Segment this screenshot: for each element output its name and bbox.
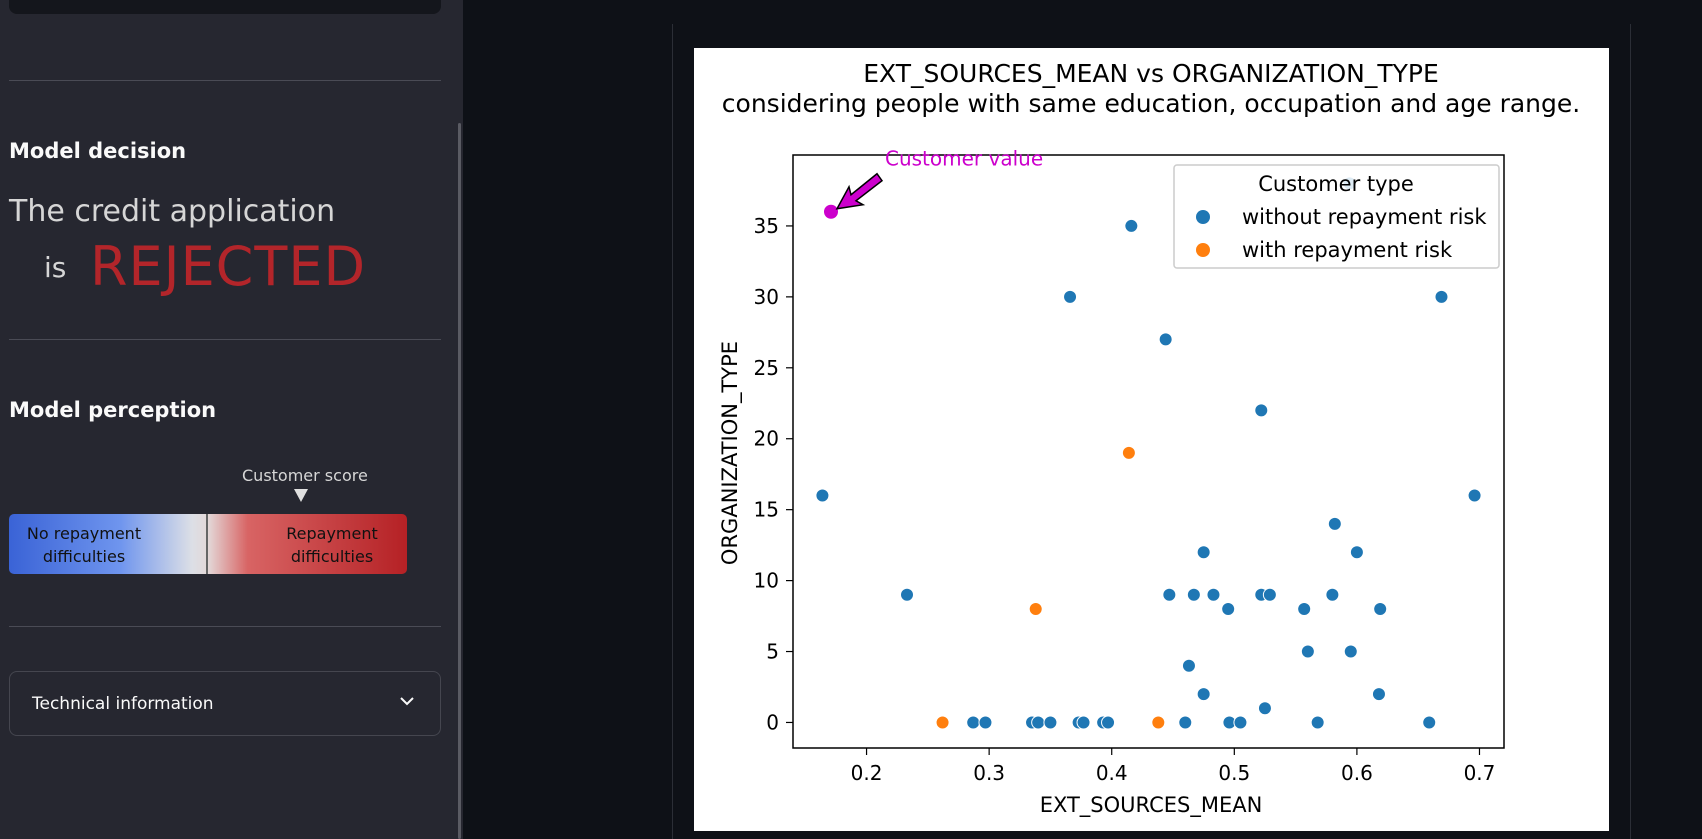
point-without-risk [1186, 587, 1201, 602]
gauge-right-label-line1: Repayment [286, 524, 378, 543]
chart-legend: Customer type without repayment risk wit… [1173, 164, 1500, 269]
point-without-risk [1221, 601, 1236, 616]
sidebar-top-widget [9, 0, 441, 14]
x-tick-label: 0.2 [851, 761, 883, 785]
point-without-risk [1162, 587, 1177, 602]
gauge-left-label-line2: difficulties [42, 547, 126, 566]
chart-svg: EXT_SOURCES_MEAN vs ORGANIZATION_TYPE co… [718, 59, 1580, 818]
x-tick-label: 0.3 [973, 761, 1005, 785]
legend-title: Customer type [1258, 172, 1414, 196]
point-with-risk [935, 715, 950, 730]
y-tick-label: 30 [754, 285, 779, 309]
point-without-risk [1063, 289, 1078, 304]
y-tick-label: 15 [754, 498, 779, 522]
point-without-risk [1373, 601, 1388, 616]
point-without-risk [1206, 587, 1221, 602]
score-marker-icon [294, 489, 308, 502]
point-without-risk [1181, 658, 1196, 673]
column-border [1630, 24, 1631, 839]
y-axis-label: ORGANIZATION_TYPE [718, 341, 743, 565]
point-without-risk [1262, 587, 1277, 602]
point-without-risk [1434, 289, 1449, 304]
point-without-risk [1158, 332, 1173, 347]
y-tick-label: 20 [754, 427, 779, 451]
chart-subtitle: considering people with same education, … [722, 89, 1580, 118]
point-without-risk [1325, 587, 1340, 602]
point-without-risk [1124, 218, 1139, 233]
gauge-left-label: No repayment difficulties [9, 522, 159, 568]
is-text: is [44, 251, 67, 284]
y-tick-label: 5 [766, 640, 779, 664]
point-without-risk [1297, 601, 1312, 616]
point-without-risk [1467, 488, 1482, 503]
gauge-right-label: Repayment difficulties [257, 522, 407, 568]
point-without-risk [1254, 403, 1269, 418]
chart-title: EXT_SOURCES_MEAN vs ORGANIZATION_TYPE [863, 59, 1439, 88]
point-with-risk [1151, 715, 1166, 730]
y-tick-label: 35 [754, 214, 779, 238]
legend-marker-without-risk [1196, 210, 1210, 224]
x-axis-label: EXT_SOURCES_MEAN [1040, 793, 1263, 818]
point-without-risk [978, 715, 993, 730]
y-tick-label: 10 [754, 569, 779, 593]
legend-marker-with-risk [1196, 243, 1210, 257]
x-tick-label: 0.6 [1341, 761, 1373, 785]
sidebar-scrollbar[interactable] [458, 123, 461, 839]
customer-arrow-icon [835, 172, 884, 210]
sidebar: Model decision The credit application is… [0, 0, 463, 839]
point-without-risk [1371, 687, 1386, 702]
gauge-left-label-line1: No repayment [26, 524, 142, 543]
legend-entry-with-risk: with repayment risk [1242, 238, 1453, 262]
point-without-risk [1233, 715, 1248, 730]
point-without-risk [815, 488, 830, 503]
x-tick-label: 0.7 [1464, 761, 1496, 785]
divider [9, 339, 441, 340]
divider [9, 626, 441, 627]
point-without-risk [1343, 644, 1358, 659]
credit-application-text: The credit application [9, 194, 336, 229]
y-tick-label: 0 [766, 710, 779, 734]
model-perception-heading: Model perception [9, 398, 217, 422]
point-without-risk [900, 587, 915, 602]
point-without-risk [1349, 545, 1364, 560]
point-with-risk [1121, 445, 1136, 460]
point-without-risk [1196, 687, 1211, 702]
point-without-risk [1196, 545, 1211, 560]
point-without-risk [1327, 516, 1342, 531]
gauge-right-label-line2: difficulties [290, 547, 374, 566]
legend-entry-without-risk: without repayment risk [1242, 205, 1487, 229]
y-tick-label: 25 [754, 356, 779, 380]
point-without-risk [1043, 715, 1058, 730]
x-tick-label: 0.4 [1096, 761, 1128, 785]
point-without-risk [1310, 715, 1325, 730]
risk-gauge: No repayment difficulties Repayment diff… [9, 514, 407, 574]
point-without-risk [1076, 715, 1091, 730]
point-without-risk [1031, 715, 1046, 730]
point-without-risk [1300, 644, 1315, 659]
gauge-divider [206, 514, 208, 574]
model-decision-heading: Model decision [9, 139, 187, 163]
scatter-plot: EXT_SOURCES_MEAN vs ORGANIZATION_TYPE co… [694, 48, 1609, 831]
point-without-risk [1101, 715, 1116, 730]
point-without-risk [1178, 715, 1193, 730]
point-without-risk [966, 715, 981, 730]
customer-score-label: Customer score [242, 466, 368, 485]
column-border [672, 24, 673, 839]
decision-status: REJECTED [90, 235, 367, 298]
point-with-risk [1028, 601, 1043, 616]
technical-information-label: Technical information [32, 694, 214, 714]
divider [9, 80, 441, 81]
chevron-down-icon [398, 692, 416, 714]
x-tick-label: 0.5 [1218, 761, 1250, 785]
customer-value-annotation: Customer value [885, 147, 1043, 171]
technical-information-expander[interactable]: Technical information [9, 671, 441, 736]
point-without-risk [1422, 715, 1437, 730]
point-without-risk [1257, 701, 1272, 716]
customer-point [824, 204, 839, 219]
plot-area [792, 154, 1505, 749]
